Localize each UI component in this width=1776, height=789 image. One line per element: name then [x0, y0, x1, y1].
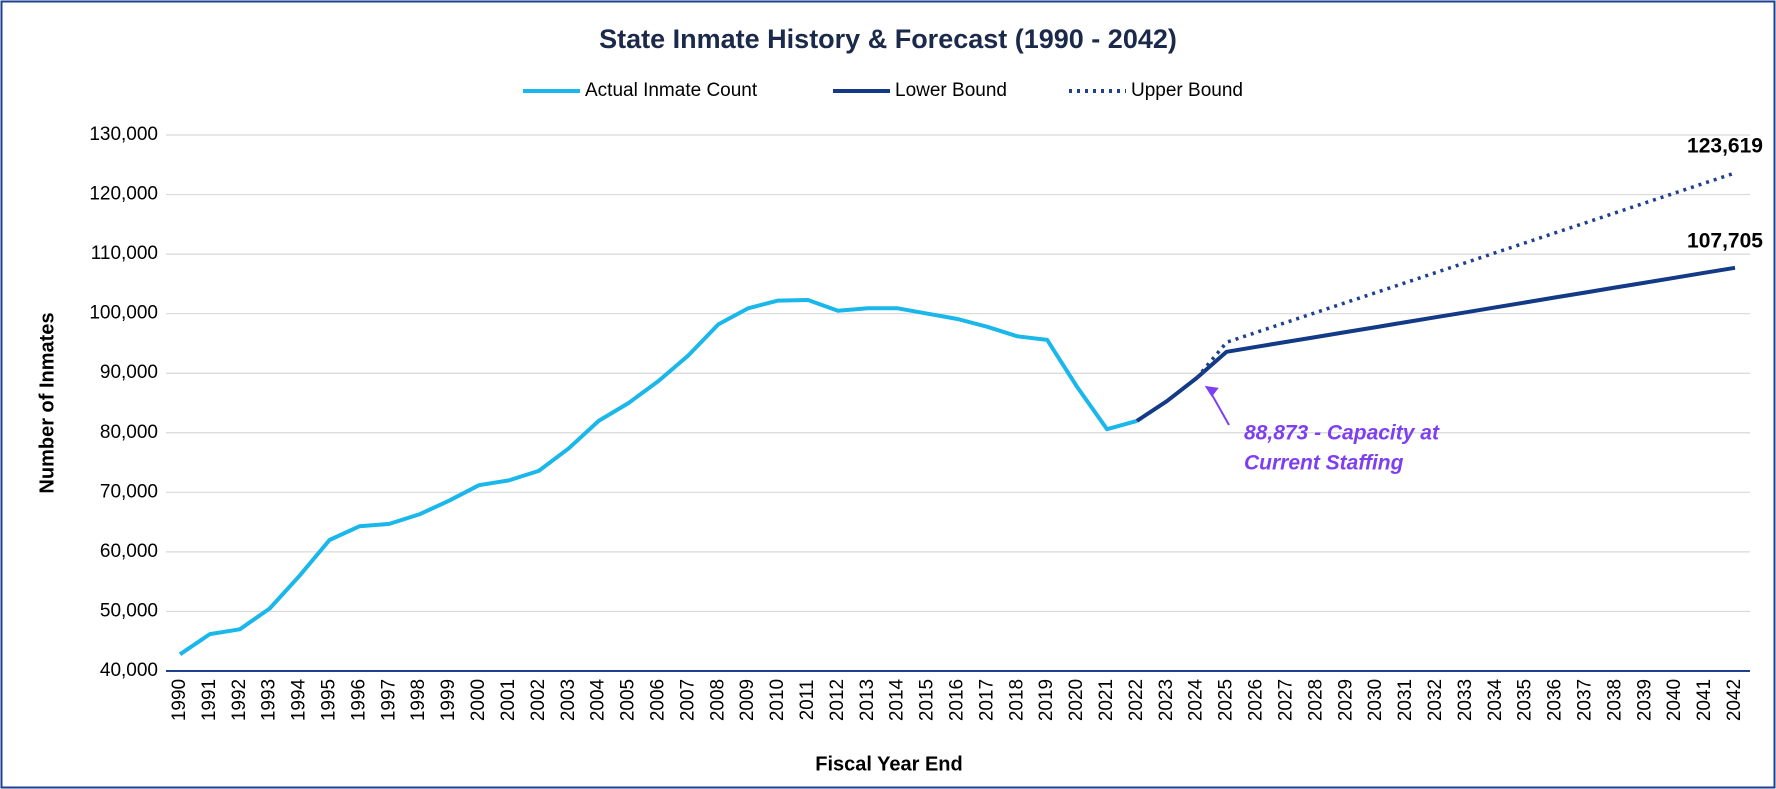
x-tick-label: 2015	[917, 679, 938, 721]
x-tick-label: 2008	[707, 679, 728, 721]
x-axis-title: Fiscal Year End	[815, 753, 963, 775]
x-tick-label: 2007	[677, 679, 698, 721]
x-tick-label: 1996	[348, 679, 369, 721]
x-tick-label: 2011	[797, 680, 818, 721]
data-label: 123,619	[1687, 135, 1763, 158]
x-tick-label: 2032	[1425, 679, 1446, 721]
x-tick-label: 2028	[1305, 679, 1326, 721]
x-tick-label: 2017	[976, 679, 997, 721]
x-tick-label: 2037	[1574, 679, 1595, 721]
y-tick-label: 50,000	[100, 600, 158, 621]
x-tick-label: 2016	[947, 679, 968, 721]
x-tick-label: 2031	[1395, 679, 1416, 721]
x-tick-label: 1999	[438, 679, 459, 721]
annotation-text: 88,873 - Capacity at	[1244, 422, 1440, 445]
x-tick-label: 2041	[1694, 679, 1715, 721]
x-tick-label: 1990	[169, 679, 190, 721]
series-line	[178, 298, 1138, 656]
annotation-text: Current Staffing	[1244, 452, 1404, 475]
x-tick-label: 2020	[1066, 679, 1087, 721]
legend-label: Upper Bound	[1131, 80, 1243, 101]
y-tick-label: 110,000	[91, 243, 158, 264]
legend-label: Actual Inmate Count	[585, 80, 758, 101]
x-tick-label: 1998	[408, 679, 429, 721]
y-tick-label: 100,000	[89, 303, 158, 324]
x-tick-label: 2002	[528, 679, 549, 721]
x-tick-label: 2035	[1515, 679, 1536, 721]
x-tick-label: 2021	[1096, 679, 1117, 721]
x-tick-label: 2040	[1664, 679, 1685, 721]
x-tick-label: 2018	[1006, 679, 1027, 721]
x-tick-label: 2009	[737, 679, 758, 721]
x-tick-label: 2010	[767, 679, 788, 721]
series-line	[1195, 171, 1736, 380]
x-tick-label: 2033	[1455, 679, 1476, 721]
x-tick-label: 1995	[319, 679, 340, 721]
x-tick-label: 2027	[1275, 679, 1296, 721]
x-tick-label: 1991	[199, 679, 220, 721]
x-tick-label: 2014	[887, 678, 908, 721]
x-tick-label: 1992	[229, 679, 250, 721]
chart-title: State Inmate History & Forecast (1990 - …	[599, 24, 1177, 54]
x-tick-label: 2039	[1634, 679, 1655, 721]
y-tick-label: 80,000	[100, 422, 158, 443]
x-tick-label: 2004	[588, 678, 609, 721]
x-tick-label: 2042	[1724, 679, 1745, 721]
x-tick-label: 2030	[1365, 679, 1386, 721]
x-tick-label: 2005	[618, 679, 639, 721]
x-tick-label: 2003	[558, 679, 579, 721]
y-tick-label: 70,000	[100, 481, 158, 502]
x-tick-label: 2000	[468, 679, 489, 721]
x-tick-label: 1994	[289, 678, 310, 721]
x-tick-label: 2038	[1604, 679, 1625, 721]
y-tick-label: 90,000	[100, 362, 158, 383]
x-tick-label: 2036	[1545, 679, 1566, 721]
y-tick-label: 120,000	[89, 184, 158, 205]
x-tick-label: 1993	[259, 679, 280, 721]
x-tick-label: 2013	[857, 679, 878, 721]
x-tick-label: 2026	[1246, 679, 1267, 721]
data-label: 107,705	[1687, 229, 1763, 252]
annotation-arrowhead	[1204, 385, 1219, 397]
x-tick-label: 2006	[647, 679, 668, 721]
legend-label: Lower Bound	[895, 80, 1007, 101]
x-tick-label: 2034	[1485, 678, 1506, 721]
x-tick-label: 2024	[1186, 678, 1207, 721]
y-tick-label: 130,000	[89, 124, 158, 145]
x-tick-label: 2012	[827, 679, 848, 721]
y-axis-title: Number of Inmates	[36, 312, 58, 493]
x-tick-label: 2019	[1036, 679, 1057, 721]
x-tick-label: 1997	[378, 679, 399, 721]
x-tick-label: 2029	[1335, 679, 1356, 721]
x-tick-label: 2001	[498, 679, 519, 721]
y-tick-label: 40,000	[100, 660, 158, 681]
x-tick-label: 2023	[1156, 679, 1177, 721]
y-tick-label: 60,000	[100, 541, 158, 562]
x-tick-label: 2025	[1216, 679, 1237, 721]
series-line	[1135, 265, 1736, 423]
x-tick-label: 2022	[1126, 679, 1147, 721]
